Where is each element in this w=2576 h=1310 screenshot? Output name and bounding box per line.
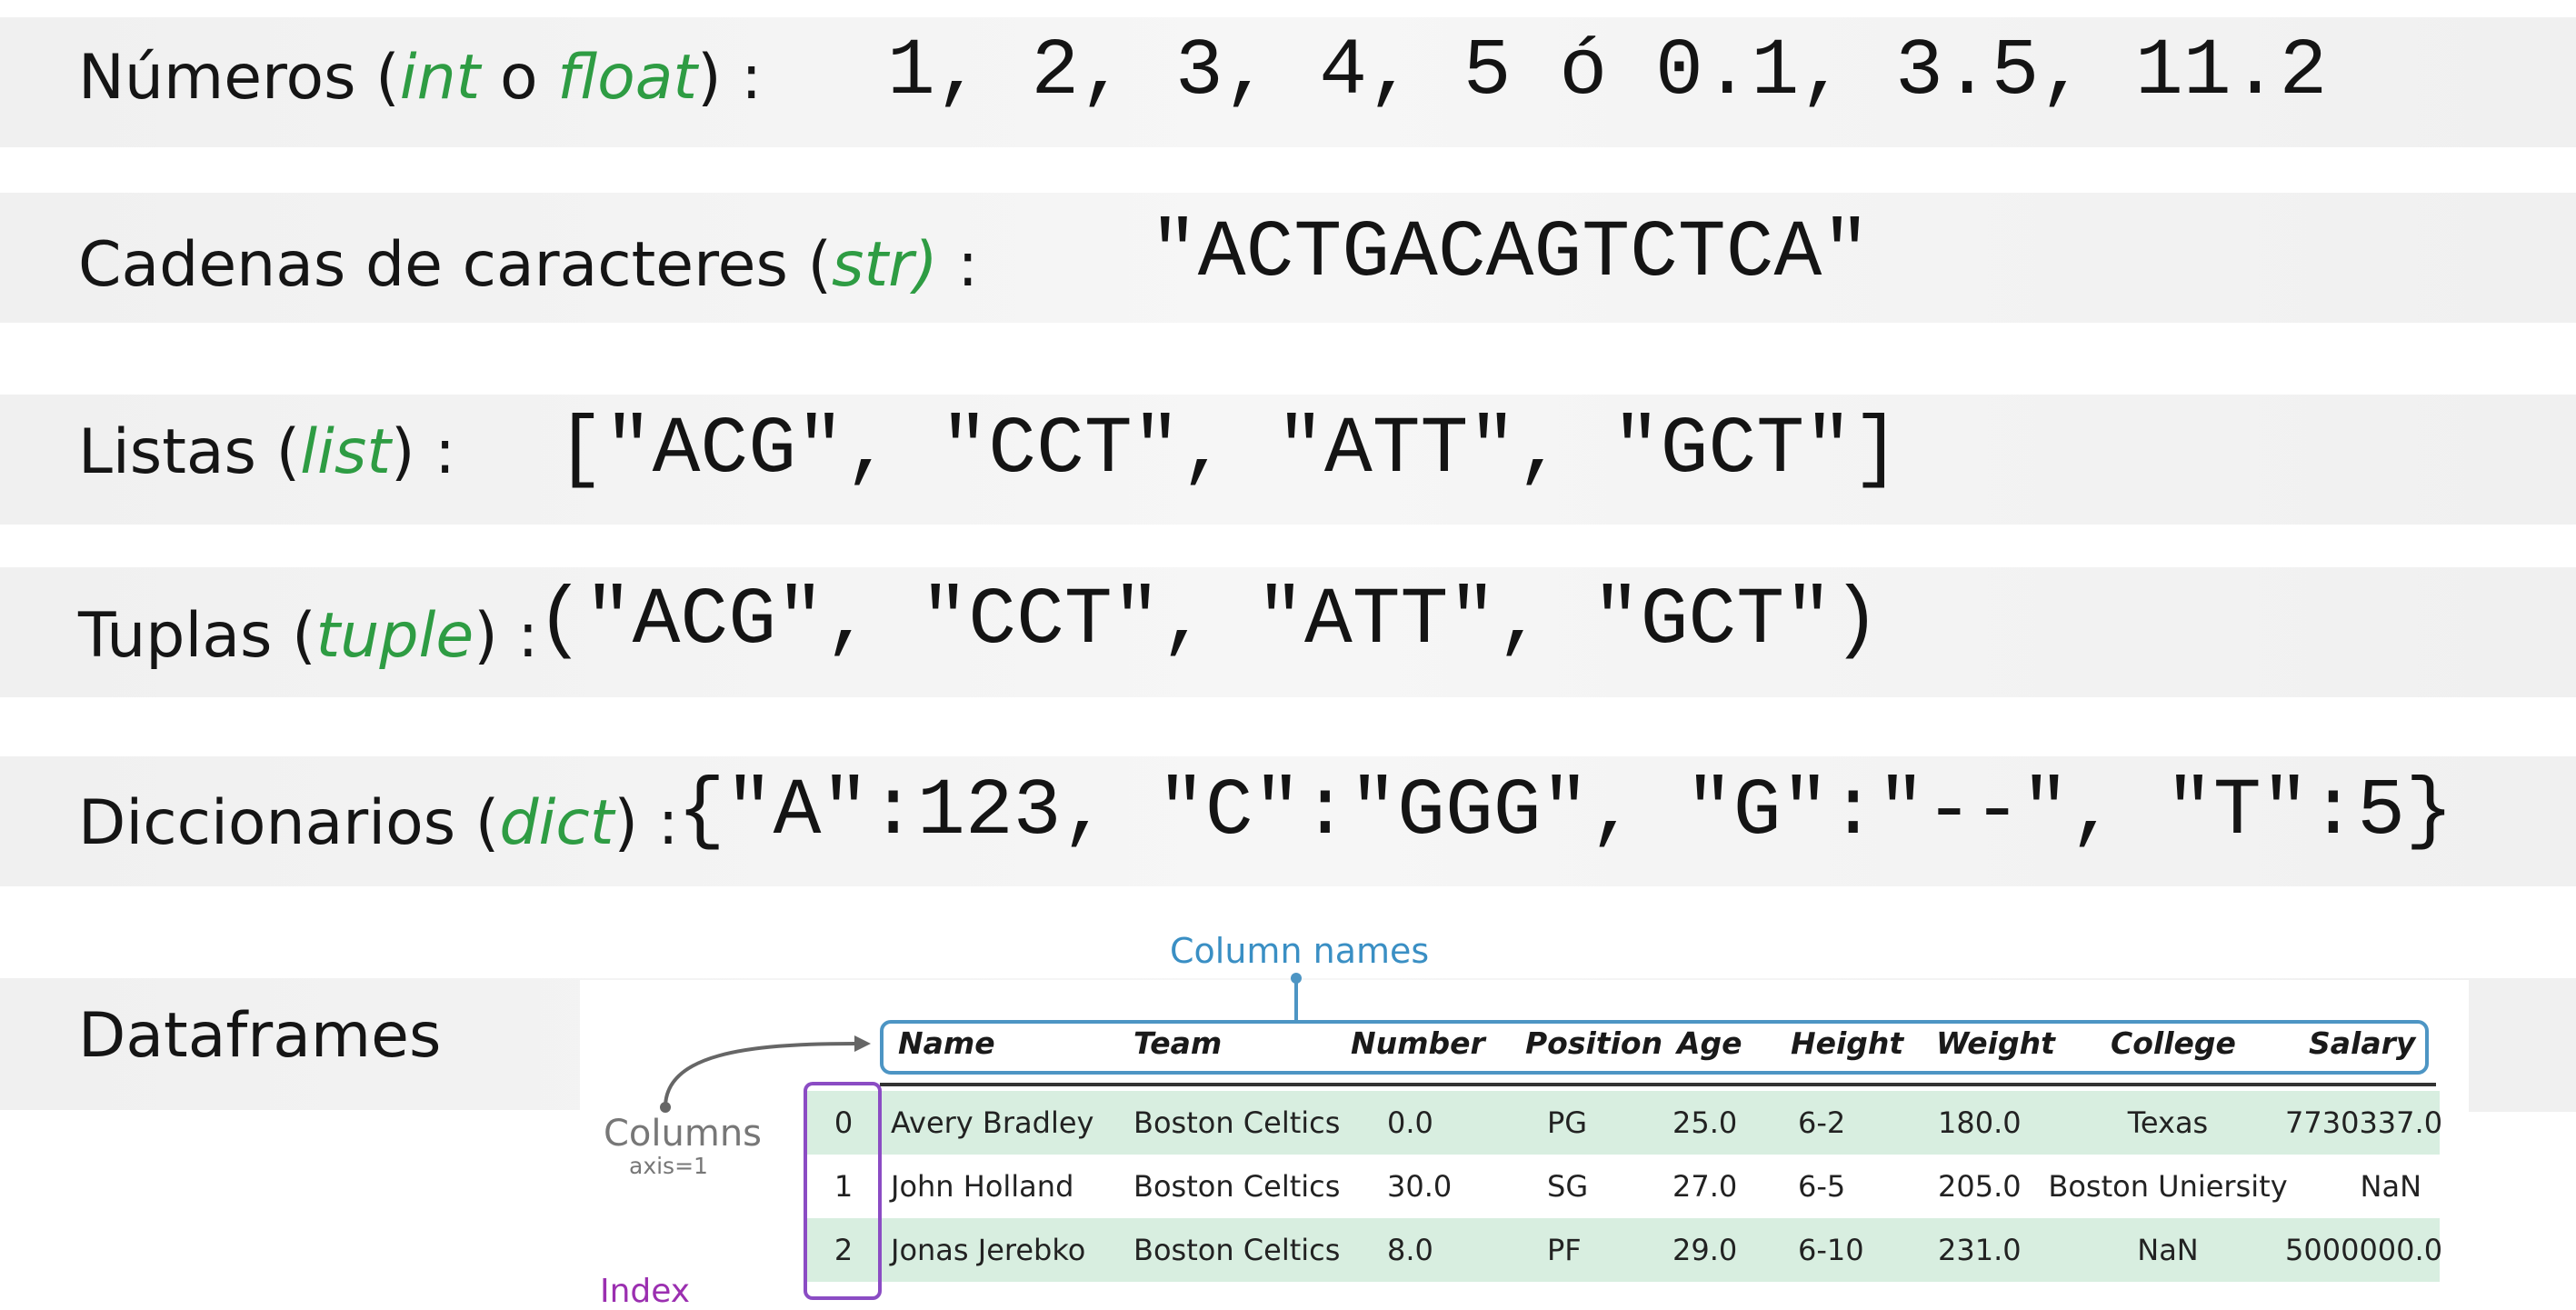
- numbers-label-suffix: ) :: [697, 42, 763, 114]
- dataframe-band-right: [2469, 980, 2576, 1112]
- table-cell: Boston Celtics: [1133, 1105, 1341, 1140]
- strings-example: "ACTGACAGTCTCA": [1150, 209, 1871, 299]
- table-cell: 29.0: [1672, 1233, 1738, 1267]
- numbers-label: Números (int o float) :: [78, 42, 762, 114]
- lists-example: ["ACG", "CCT", "ATT", "GCT"]: [556, 405, 1901, 495]
- table-cell: SG: [1547, 1169, 1589, 1204]
- header-height: Height: [1791, 1025, 1904, 1061]
- table-cell: 7730337.0: [2285, 1105, 2443, 1140]
- tuples-label: Tuplas (tuple) :: [78, 600, 538, 672]
- tuples-band: [0, 567, 2576, 697]
- dataframes-label: Dataframes: [78, 1000, 442, 1072]
- numbers-band: [0, 17, 2576, 147]
- table-cell: 6-10: [1798, 1233, 1864, 1267]
- header-number: Number: [1351, 1025, 1485, 1061]
- column-names-caption: Column names: [1170, 931, 1430, 971]
- lists-label-suffix: ) :: [390, 416, 456, 488]
- columns-arrow: [664, 1042, 855, 1108]
- header-college: College: [2111, 1025, 2236, 1061]
- table-row: 2 Jonas Jerebko Boston Celtics 8.0 PF 29.0 6-1…: [807, 1218, 2443, 1282]
- table-cell: 5000000.0: [2285, 1233, 2443, 1267]
- dicts-band: [0, 756, 2576, 886]
- float-type: float: [557, 42, 698, 114]
- str-type: str): [832, 229, 938, 301]
- table-cell: Boston Celtics: [1133, 1233, 1341, 1267]
- table-cell: PF: [1547, 1233, 1582, 1267]
- index-box: [804, 1082, 882, 1300]
- columns-arrow-dot: [660, 1102, 671, 1113]
- table-cell: 27.0: [1672, 1169, 1738, 1204]
- numbers-label-text: Números (: [78, 42, 400, 114]
- table-cell: 6-5: [1798, 1169, 1846, 1204]
- table-cell: John Holland: [891, 1169, 1074, 1204]
- table-cell: NaN: [2137, 1233, 2199, 1267]
- table-cell: Boston Celtics: [1133, 1169, 1341, 1204]
- table-cell: Avery Bradley: [891, 1105, 1094, 1140]
- lists-label-text: Listas (: [78, 416, 301, 488]
- table-cell: 30.0: [1387, 1169, 1453, 1204]
- int-type: int: [399, 42, 481, 114]
- table-row: 1 John Holland Boston Celtics 30.0 SG 27.0 6-5…: [807, 1155, 2440, 1218]
- header-age: Age: [1677, 1025, 1742, 1061]
- columns-caption: Columns: [604, 1113, 763, 1155]
- dict-type: dict: [499, 787, 614, 859]
- lists-label: Listas (list) :: [78, 416, 455, 488]
- lists-band: [0, 395, 2576, 525]
- table-cell: 25.0: [1672, 1105, 1738, 1140]
- or-text: o: [480, 42, 558, 114]
- axis-caption: axis=1: [629, 1153, 708, 1179]
- header-salary: Salary: [2309, 1025, 2416, 1061]
- columns-arrowhead: [854, 1035, 871, 1052]
- table-cell: Texas: [2127, 1105, 2209, 1140]
- header-position: Position: [1525, 1025, 1663, 1061]
- strings-band: [0, 193, 2576, 323]
- row-index: 1: [834, 1169, 854, 1204]
- table-cell: 6-2: [1798, 1105, 1846, 1140]
- table-cell: 8.0: [1387, 1233, 1433, 1267]
- table-cell: Boston Uniersity: [2048, 1169, 2288, 1204]
- dicts-example: {"A":123, "C":"GGG", "G":"--", "T":5}: [677, 767, 2453, 857]
- strings-label-text: Cadenas de caracteres (: [78, 229, 833, 301]
- dicts-label: Diccionarios (dict) :: [78, 787, 679, 859]
- tuples-example: ("ACG", "CCT", "ATT", "GCT"): [536, 576, 1881, 666]
- list-type: list: [300, 416, 391, 488]
- table-cell: 0.0: [1387, 1105, 1433, 1140]
- dicts-label-suffix: ) :: [614, 787, 679, 859]
- header-box: [880, 1020, 2429, 1075]
- header-name: Name: [898, 1025, 995, 1061]
- dicts-label-text: Diccionarios (: [78, 787, 500, 859]
- table-cell: NaN: [2360, 1169, 2421, 1204]
- table-cell: 205.0: [1938, 1169, 2022, 1204]
- strings-label-suffix: :: [937, 229, 979, 301]
- header-underline: [880, 1083, 2436, 1086]
- tuple-type: tuple: [315, 600, 474, 672]
- table-cell: PG: [1547, 1105, 1588, 1140]
- index-caption: Index: [600, 1273, 691, 1310]
- table-row: 0 Avery Bradley Boston Celtics 0.0 PG 25.0 6-2…: [807, 1091, 2443, 1155]
- tuples-label-suffix: ) :: [474, 600, 539, 672]
- row-index: 0: [834, 1105, 854, 1140]
- row-index: 2: [834, 1233, 854, 1267]
- table-cell: 180.0: [1938, 1105, 2022, 1140]
- strings-label: Cadenas de caracteres (str) :: [78, 229, 978, 301]
- tuples-label-text: Tuplas (: [78, 600, 316, 672]
- header-weight: Weight: [1936, 1025, 2055, 1061]
- table-cell: 231.0: [1938, 1233, 2022, 1267]
- column-names-dot: [1291, 973, 1302, 984]
- header-team: Team: [1133, 1025, 1223, 1061]
- numbers-example: 1, 2, 3, 4, 5 ó 0.1, 3.5, 11.2: [887, 27, 2328, 117]
- table-cell: Jonas Jerebko: [891, 1233, 1086, 1267]
